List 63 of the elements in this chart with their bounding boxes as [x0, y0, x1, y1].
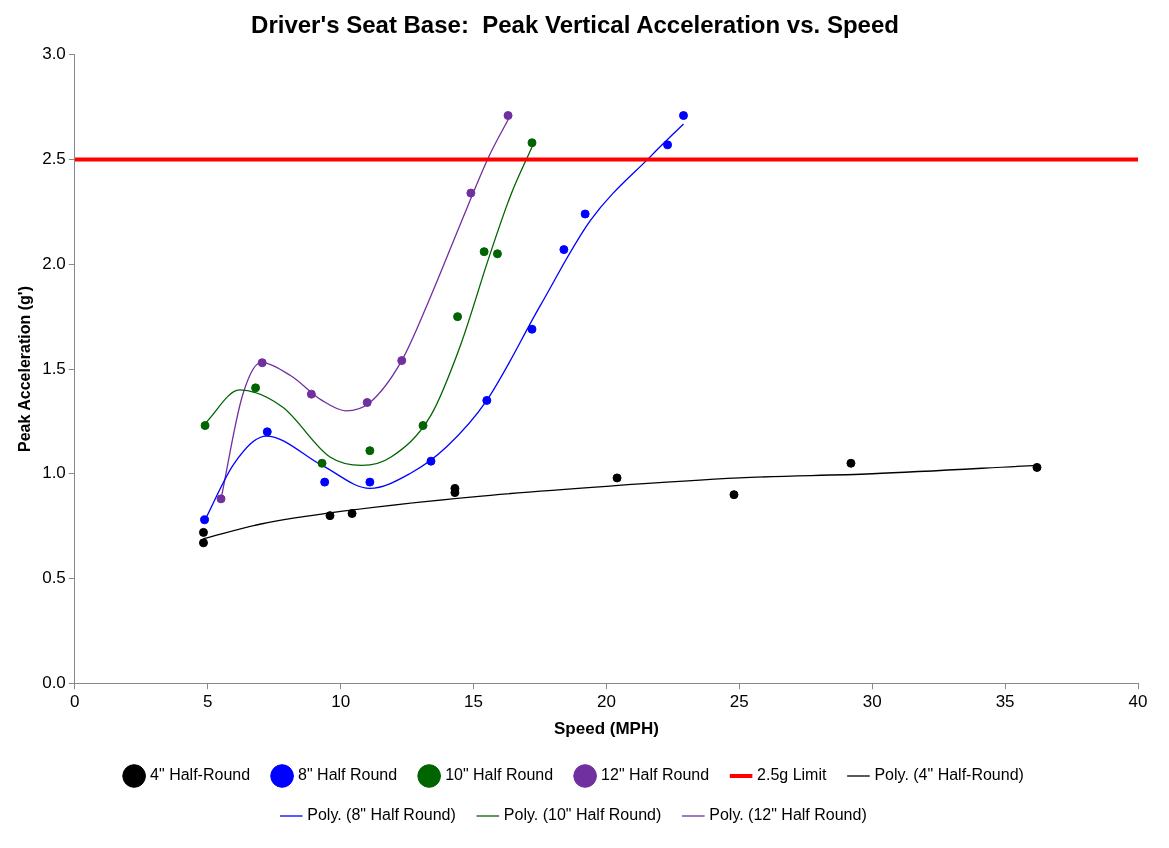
point [365, 477, 375, 487]
point [325, 511, 335, 521]
point [317, 458, 327, 468]
point [198, 527, 208, 537]
point [198, 538, 208, 548]
legend-label: 10" Half Round [445, 766, 554, 784]
point [846, 458, 856, 468]
point [397, 356, 407, 366]
point [580, 209, 590, 219]
point [492, 249, 502, 259]
point [612, 473, 622, 483]
point [347, 509, 357, 519]
y-tick-label: 2.5 [42, 149, 66, 169]
x-tick-label: 35 [995, 692, 1015, 712]
point [216, 494, 226, 504]
point [479, 247, 489, 257]
legend-label: 4" Half-Round [150, 766, 251, 784]
point [559, 245, 569, 255]
point [482, 395, 492, 405]
point [257, 358, 267, 368]
point [663, 140, 673, 150]
x-tick-label: 40 [1128, 692, 1148, 712]
x-tick-label: 25 [729, 692, 749, 712]
legend-label: Poly. (12" Half Round) [709, 806, 867, 824]
point [365, 446, 375, 456]
y-tick-label: 0.5 [42, 568, 66, 588]
legend-label: Poly. (4" Half-Round) [874, 766, 1024, 784]
legend-label: Poly. (10" Half Round) [503, 806, 662, 824]
legend-label: 12" Half Round [601, 766, 710, 784]
x-tick-label: 5 [202, 692, 213, 712]
point [466, 188, 476, 198]
legend-label: Poly. (8" Half Round) [307, 806, 456, 824]
x-axis-title: Speed (MPH) [553, 719, 659, 739]
x-tick-label: 20 [596, 692, 616, 712]
point [729, 490, 739, 500]
point [1032, 462, 1042, 472]
x-tick-label: 15 [464, 692, 483, 712]
point [262, 427, 272, 437]
point [418, 421, 428, 431]
point [426, 456, 436, 466]
y-tick-label: 1.5 [42, 358, 66, 378]
y-tick-label: 2.0 [42, 253, 66, 273]
point [320, 477, 330, 487]
x-tick-label: 30 [862, 692, 882, 712]
y-tick-label: 1.0 [42, 463, 66, 483]
point [200, 515, 210, 525]
point [251, 383, 261, 393]
y-tick-label: 0.0 [42, 672, 66, 692]
point [527, 324, 537, 334]
x-tick-label: 10 [331, 692, 351, 712]
point [453, 312, 463, 322]
point [679, 111, 688, 121]
point [306, 389, 316, 399]
point [503, 111, 513, 121]
chart-title: Driver's Seat Base: Peak Vertical Acceleration vs. Speed [251, 11, 899, 39]
point [200, 421, 210, 431]
point [362, 398, 372, 408]
y-axis-title: Peak Acceleration (g') [16, 286, 34, 452]
y-tick-label: 3.0 [42, 44, 66, 64]
x-tick-label: 0 [70, 692, 80, 712]
legend-label: 2.5g Limit [757, 766, 827, 784]
point [527, 138, 537, 148]
legend-label: 8" Half Round [298, 766, 398, 784]
